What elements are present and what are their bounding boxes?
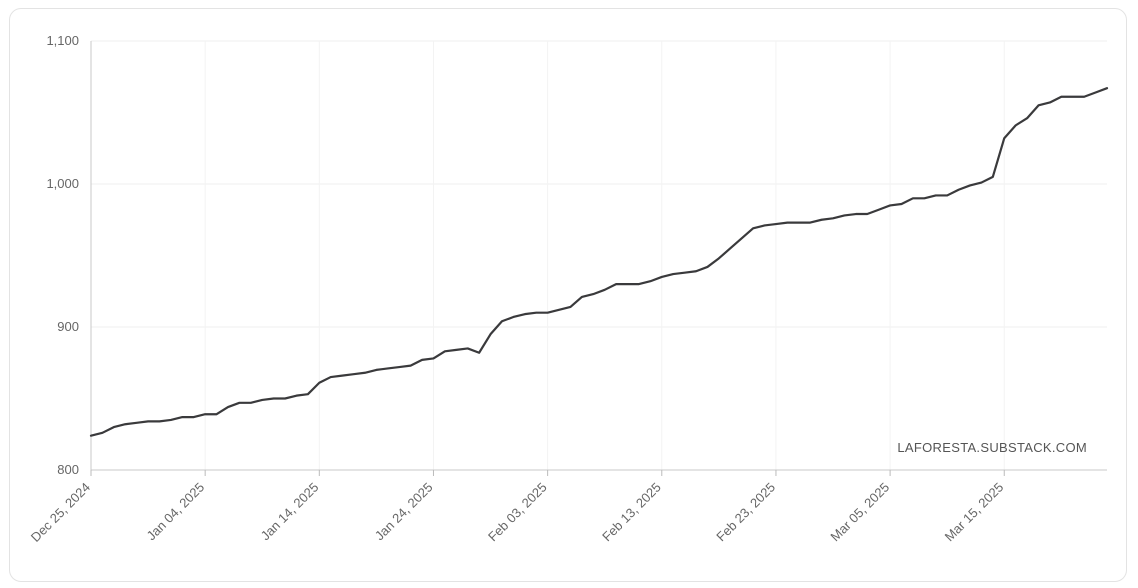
x-tick-label: Feb 23, 2025 bbox=[713, 480, 778, 545]
x-tick-label: Jan 04, 2025 bbox=[144, 480, 208, 544]
grid-lines bbox=[90, 40, 1107, 471]
y-tick-label: 1,000 bbox=[46, 176, 79, 191]
chart-card bbox=[9, 8, 1127, 582]
x-tick-label: Feb 03, 2025 bbox=[485, 480, 550, 545]
watermark-text: LAFORESTA.SUBSTACK.COM bbox=[897, 440, 1087, 455]
x-tick-label: Feb 13, 2025 bbox=[599, 480, 664, 545]
x-tick-label: Jan 24, 2025 bbox=[372, 480, 436, 544]
y-axis-ticks: 800 900 1,000 1,100 bbox=[46, 33, 79, 477]
x-tick-label: Mar 15, 2025 bbox=[942, 480, 1007, 545]
y-tick-label: 900 bbox=[57, 319, 79, 334]
axes bbox=[90, 41, 1107, 471]
x-tick-label: Jan 14, 2025 bbox=[258, 480, 322, 544]
y-tick-label: 1,100 bbox=[46, 33, 79, 48]
y-tick-label: 800 bbox=[57, 462, 79, 477]
series-group bbox=[89, 87, 1109, 437]
x-tick-label: Dec 25, 2024 bbox=[28, 480, 93, 545]
x-tick-label: Mar 05, 2025 bbox=[827, 480, 892, 545]
series-line bbox=[89, 87, 1109, 437]
x-axis-ticks: Dec 25, 2024 Jan 04, 2025 Jan 14, 2025 Jan … bbox=[28, 470, 1007, 545]
